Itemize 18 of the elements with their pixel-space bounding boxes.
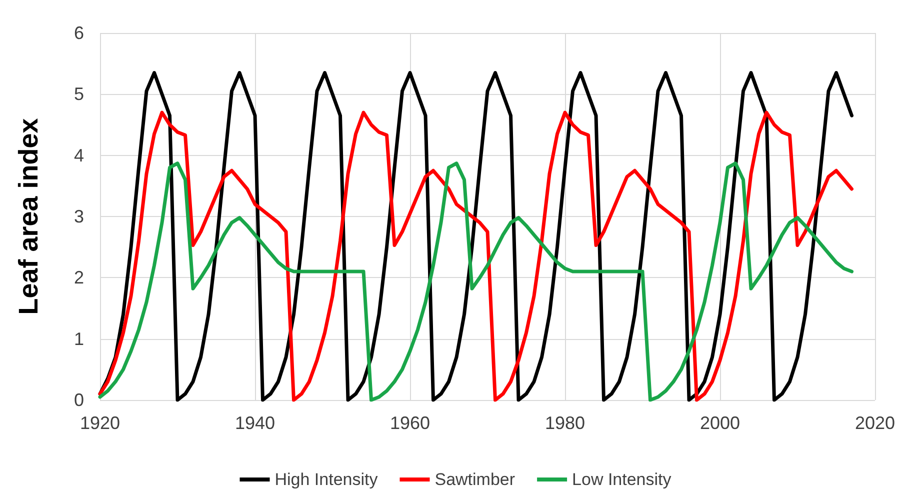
x-tick-label: 1920 (80, 413, 120, 433)
y-tick-label: 3 (74, 206, 84, 226)
y-tick-label: 6 (74, 23, 84, 43)
legend-label: Sawtimber (434, 470, 516, 489)
y-tick-label: 2 (74, 268, 84, 288)
x-tick-label: 1980 (544, 413, 586, 433)
legend-label: Low Intensity (572, 470, 672, 489)
x-tick-label: 1960 (390, 413, 430, 433)
y-axis-title: Leaf area index (14, 118, 44, 315)
x-tick-label: 1940 (234, 413, 276, 433)
y-tick-label: 5 (74, 84, 84, 104)
legend-label: High Intensity (274, 470, 378, 489)
line-series (98, 162, 854, 402)
y-tick-label: 1 (74, 328, 84, 349)
x-tick-label: 2020 (854, 413, 896, 433)
x-tick-label: 2000 (700, 413, 740, 433)
y-tick-label: 0 (74, 390, 84, 410)
y-tick-label: 4 (74, 145, 84, 166)
